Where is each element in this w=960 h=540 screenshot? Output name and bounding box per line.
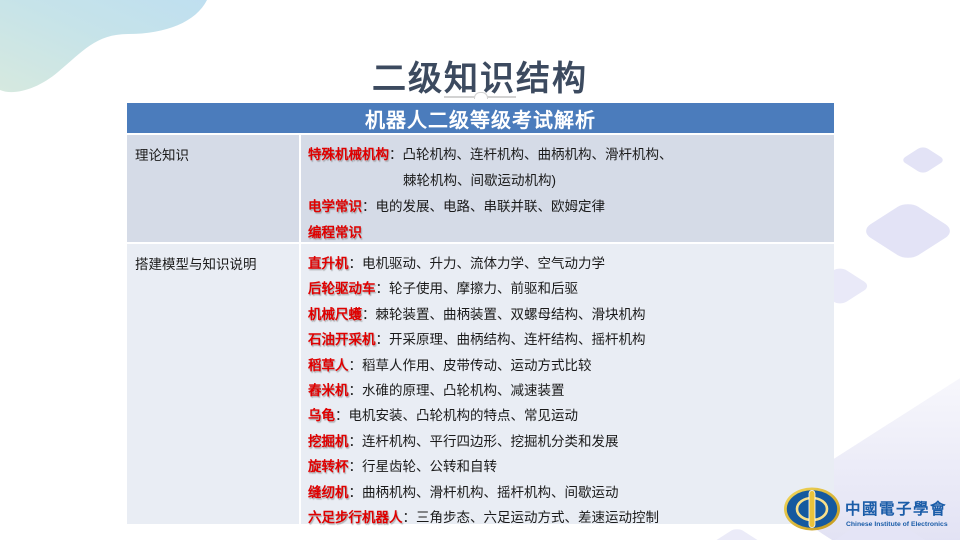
- topic-term: 六足步行机器人: [308, 510, 403, 526]
- topic-term: 编程常识: [308, 225, 362, 240]
- exam-table: 机器人二级等级考试解析 理论知识 特殊机械机构：凸轮机构、连杆机构、曲柄机构、滑杆…: [127, 103, 834, 525]
- topic-term: 舂米机: [308, 383, 349, 399]
- topic-desc: ：棘轮装置、曲柄装置、双螺母结构、滑块机构: [362, 306, 646, 322]
- page-title: 二级知识结构: [372, 59, 588, 98]
- knowledge-line: 乌龟：电机安装、凸轮机构的特点、常见运动: [308, 403, 828, 428]
- topic-term: 机械尺蠖: [308, 306, 362, 322]
- knowledge-line: 石油开采机：开采原理、曲柄结构、连杆结构、摇杆机构: [308, 327, 828, 352]
- title-divider: [444, 92, 516, 99]
- table-header: 机器人二级等级考试解析: [127, 103, 834, 133]
- knowledge-line: 后轮驱动车：轮子使用、摩擦力、前驱和后驱: [308, 276, 828, 301]
- knowledge-line: 舂米机：水碓的原理、凸轮机构、减速装置: [308, 378, 828, 403]
- knowledge-line: 挖掘机：连杆机构、平行四边形、挖掘机分类和发展: [308, 429, 828, 454]
- corner-wave-decoration: [0, 0, 207, 93]
- topic-term: 后轮驱动车: [308, 281, 376, 297]
- knowledge-line: 稻草人：稻草人作用、皮带传动、运动方式比较: [308, 353, 828, 378]
- diamond-decoration: [824, 382, 896, 428]
- topic-desc: ：凸轮机构、连杆机构、曲柄机构、滑杆机构、: [389, 147, 673, 162]
- topic-desc: ：轮子使用、摩擦力、前驱和后驱: [375, 281, 579, 297]
- row-content: 特殊机械机构：凸轮机构、连杆机构、曲柄机构、滑杆机构、棘轮机构、间歇运动机构) 电…: [301, 135, 834, 242]
- diamond-decoration: [900, 145, 946, 175]
- topic-desc: ：水碓的原理、凸轮机构、减速装置: [348, 383, 565, 399]
- topic-desc: ：电的发展、电路、串联并联、欧姆定律: [362, 199, 605, 214]
- topic-desc: ：稻草人作用、皮带传动、运动方式比较: [348, 357, 592, 373]
- topic-term: 乌龟: [308, 408, 335, 424]
- knowledge-line: 棘轮机构、间歇运动机构): [308, 168, 828, 194]
- topic-term: 挖掘机: [308, 433, 349, 449]
- topic-desc: ：电机驱动、升力、流体力学、空气动力学: [348, 256, 606, 271]
- logo-en-text: Chinese Institute of Electronics: [846, 521, 948, 528]
- row-content: 直升机：电机驱动、升力、流体力学、空气动力学 后轮驱动车：轮子使用、摩擦力、前驱和…: [301, 244, 834, 525]
- topic-desc: ：连杆机构、平行四边形、挖掘机分类和发展: [348, 433, 619, 449]
- knowledge-line: 机械尺蠖：棘轮装置、曲柄装置、双螺母结构、滑块机构: [308, 302, 828, 327]
- logo-zh-text: 中國電子學會: [845, 499, 947, 518]
- divider-bump-icon: [474, 92, 488, 99]
- knowledge-line: 旋转杯：行星齿轮、公转和自转: [308, 454, 828, 479]
- cie-emblem-icon: [784, 487, 840, 531]
- cie-logo: 中國電子學會 Chinese Institute of Electronics: [784, 487, 948, 531]
- topic-desc: ：三角步态、六足运动方式、差速运动控制: [402, 510, 660, 526]
- topic-desc: 棘轮机构、间歇运动机构): [403, 173, 556, 188]
- knowledge-line: 直升机：电机驱动、升力、流体力学、空气动力学: [308, 251, 828, 276]
- topic-term: 旋转杯: [308, 459, 349, 475]
- knowledge-line: 特殊机械机构：凸轮机构、连杆机构、曲柄机构、滑杆机构、: [308, 142, 828, 168]
- knowledge-line: 缝纫机：曲柄机构、滑杆机构、摇杆机构、间歇运动: [308, 480, 828, 505]
- topic-desc: ：曲柄机构、滑杆机构、摇杆机构、间歇运动: [348, 484, 619, 500]
- row-label: 理论知识: [127, 135, 299, 242]
- topic-term: 特殊机械机构: [308, 147, 389, 162]
- topic-term: 石油开采机: [308, 332, 376, 348]
- diamond-decoration: [859, 200, 957, 262]
- topic-desc: ：开采原理、曲柄结构、连杆结构、摇杆机构: [375, 332, 646, 348]
- topic-desc: ：电机安装、凸轮机构的特点、常见运动: [335, 408, 578, 424]
- knowledge-line: 编程常识: [308, 220, 828, 246]
- topic-term: 缝纫机: [308, 484, 349, 500]
- topic-term: 稻草人: [308, 357, 349, 373]
- topic-term: 直升机: [308, 256, 349, 271]
- topic-desc: ：行星齿轮、公转和自转: [348, 459, 498, 475]
- row-label: 搭建模型与知识说明: [127, 244, 299, 524]
- knowledge-line: 电学常识：电的发展、电路、串联并联、欧姆定律: [308, 194, 828, 220]
- topic-term: 电学常识: [308, 199, 362, 214]
- knowledge-line: 六足步行机器人：三角步态、六足运动方式、差速运动控制: [308, 505, 828, 530]
